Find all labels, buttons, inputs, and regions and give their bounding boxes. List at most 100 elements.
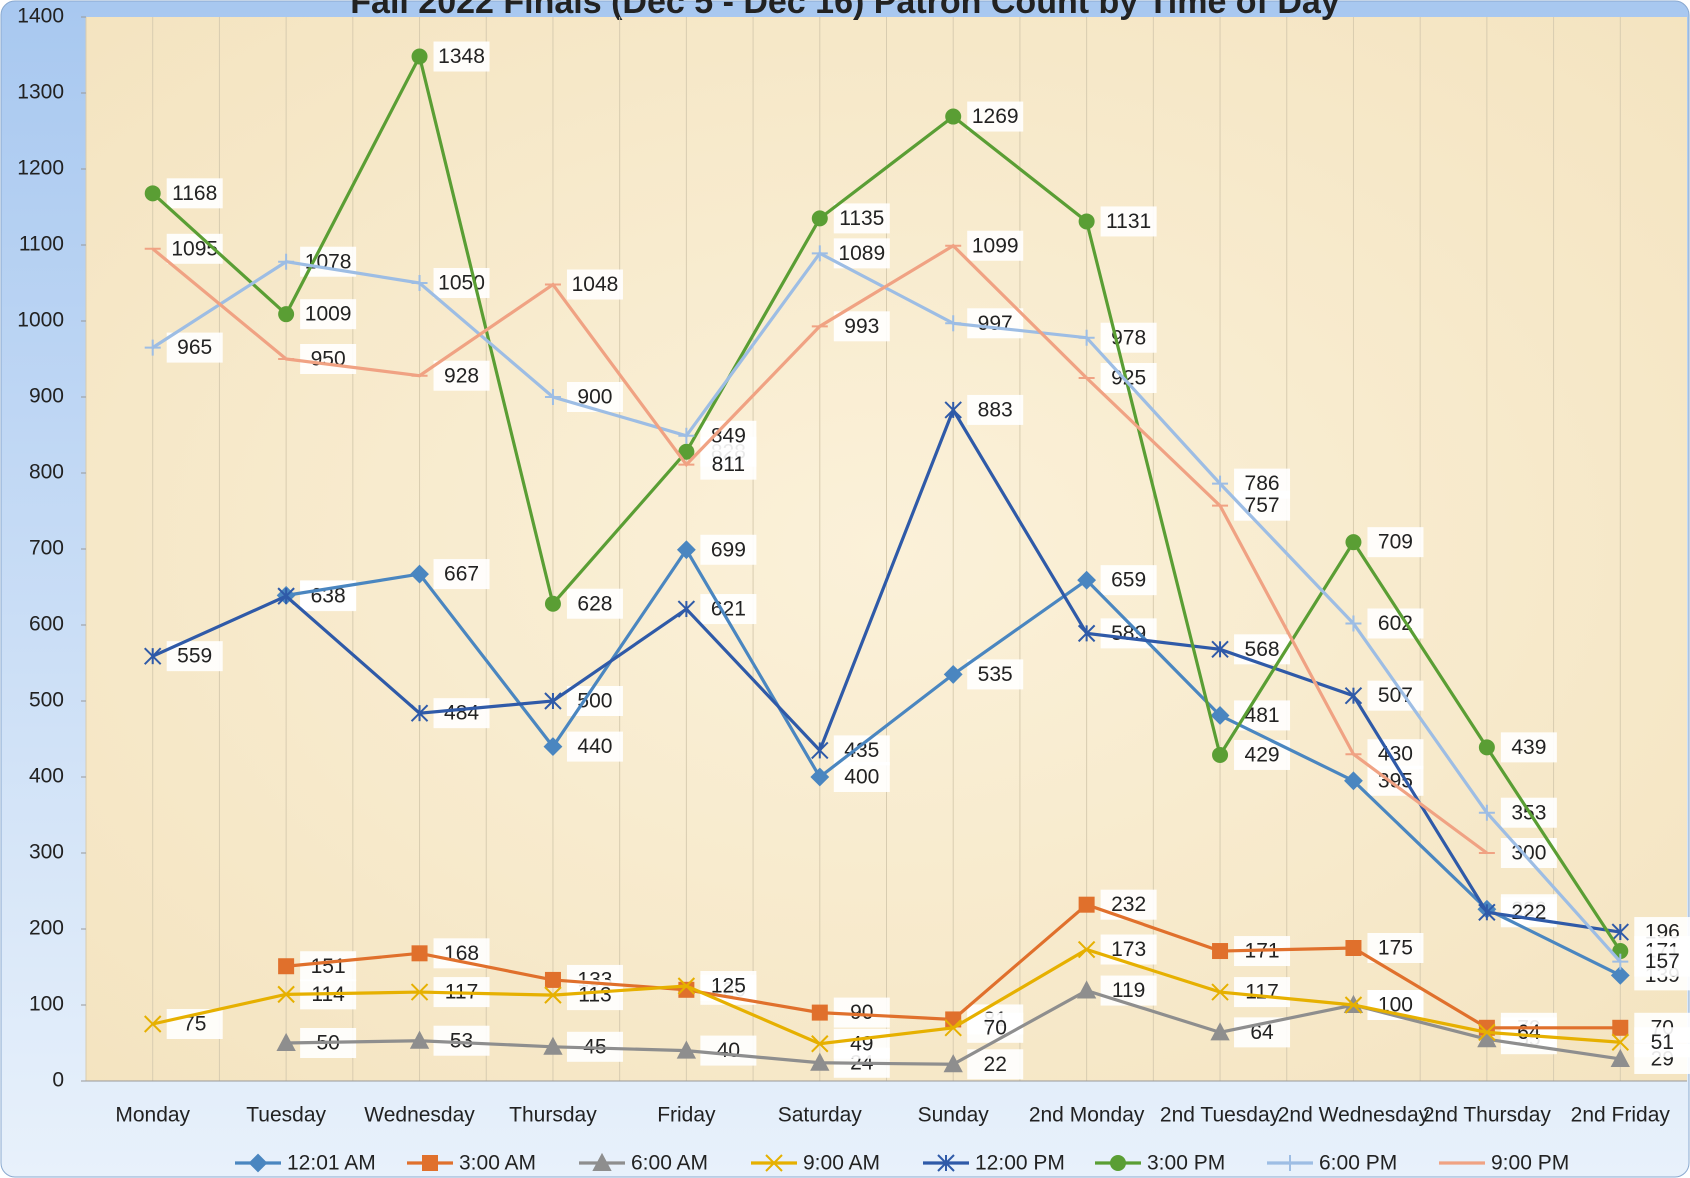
legend-label: 6:00 AM <box>631 1152 708 1175</box>
data-label-box <box>566 382 623 412</box>
marker <box>1078 329 1095 346</box>
data-label-box <box>433 360 490 391</box>
data-label: 978 <box>1111 326 1146 349</box>
marker <box>1076 980 1097 999</box>
x-tick-label: Sunday <box>918 1104 990 1127</box>
x-tick-label: Friday <box>657 1104 716 1127</box>
x-tick-label: Thursday <box>509 1104 597 1127</box>
x-tick-label: Saturday <box>778 1104 863 1127</box>
data-label: 157 <box>1645 950 1680 973</box>
marker <box>1282 1155 1298 1171</box>
marker <box>1078 896 1095 913</box>
marker <box>276 1032 296 1051</box>
legend-label: 12:00 PM <box>975 1152 1065 1175</box>
y-tick-label: 0 <box>52 1069 64 1092</box>
marker <box>144 185 161 202</box>
data-label: 64 <box>1250 1021 1274 1044</box>
marker <box>1110 1155 1126 1171</box>
data-label: 119 <box>1112 979 1145 1002</box>
marker <box>544 692 562 710</box>
marker <box>1612 1019 1629 1036</box>
data-label-box <box>1234 977 1291 1008</box>
data-label-box <box>833 311 890 342</box>
data-label-box <box>967 659 1024 690</box>
marker <box>1344 771 1363 791</box>
data-label: 535 <box>978 663 1013 686</box>
data-label-box <box>1100 565 1157 596</box>
marker <box>1610 965 1630 985</box>
marker <box>1612 953 1629 970</box>
data-label-box <box>1234 490 1291 521</box>
data-label: 1269 <box>972 105 1019 128</box>
data-label: 1099 <box>972 234 1019 257</box>
marker <box>592 1152 612 1171</box>
y-tick-label: 100 <box>29 993 64 1016</box>
data-label: 965 <box>177 336 212 359</box>
data-label: 125 <box>711 975 746 998</box>
data-label: 90 <box>850 1001 873 1024</box>
marker <box>811 741 829 760</box>
data-label: 117 <box>1245 981 1278 1004</box>
marker <box>677 600 696 618</box>
data-label: 568 <box>1245 638 1280 661</box>
series-line <box>152 947 1621 1046</box>
data-label: 1131 <box>1106 210 1151 233</box>
data-label: 64 <box>1517 1021 1541 1044</box>
data-label: 667 <box>444 563 479 586</box>
data-label-box <box>1367 527 1424 558</box>
marker <box>1077 570 1097 590</box>
marker <box>945 108 962 125</box>
data-label: 440 <box>577 735 612 758</box>
data-label-box <box>566 731 623 762</box>
y-tick-label: 900 <box>29 385 64 408</box>
data-label-box <box>300 951 357 982</box>
data-label-box <box>433 41 490 72</box>
legend-label: 3:00 PM <box>1147 1152 1225 1175</box>
y-tick-label: 800 <box>29 461 64 484</box>
data-label: 883 <box>978 398 1013 421</box>
marker <box>1478 1023 1496 1042</box>
data-label-box <box>300 299 357 330</box>
data-label: 900 <box>577 386 612 409</box>
marker <box>1210 1022 1230 1041</box>
legend-label: 6:00 PM <box>1319 1152 1397 1175</box>
data-label: 1095 <box>171 237 218 260</box>
data-label-box <box>833 762 890 792</box>
marker <box>1212 475 1229 492</box>
marker <box>411 48 428 65</box>
y-tick-label: 200 <box>29 917 64 940</box>
data-label-box <box>1634 946 1690 977</box>
marker <box>544 971 561 988</box>
marker <box>544 389 561 405</box>
marker <box>1210 706 1230 725</box>
marker <box>543 737 563 757</box>
marker <box>937 1154 955 1172</box>
marker <box>1478 804 1495 821</box>
data-label-box <box>700 534 757 565</box>
marker <box>811 210 828 227</box>
y-tick-label: 1000 <box>17 309 64 332</box>
series-line <box>151 251 1622 963</box>
data-label-box <box>700 420 757 451</box>
data-label-box <box>566 588 623 619</box>
data-label-box <box>166 178 223 209</box>
data-label-box <box>967 394 1024 425</box>
data-label-box <box>967 308 1024 339</box>
data-label: 232 <box>1111 893 1146 916</box>
data-label: 1348 <box>438 45 485 68</box>
x-tick-label: Monday <box>115 1104 190 1127</box>
data-label: 928 <box>444 364 479 387</box>
data-label-box <box>1100 975 1157 1006</box>
data-label: 70 <box>984 1016 1007 1039</box>
marker <box>678 443 695 460</box>
data-label: 1009 <box>305 303 352 326</box>
marker <box>810 767 830 787</box>
data-label-box <box>433 698 490 729</box>
marker <box>1212 746 1229 763</box>
legend-label: 9:00 AM <box>803 1152 880 1175</box>
data-label-box <box>1500 732 1557 763</box>
data-label: 1048 <box>572 273 619 296</box>
data-label-box <box>833 203 890 234</box>
marker <box>248 1153 268 1173</box>
marker <box>1077 940 1096 959</box>
